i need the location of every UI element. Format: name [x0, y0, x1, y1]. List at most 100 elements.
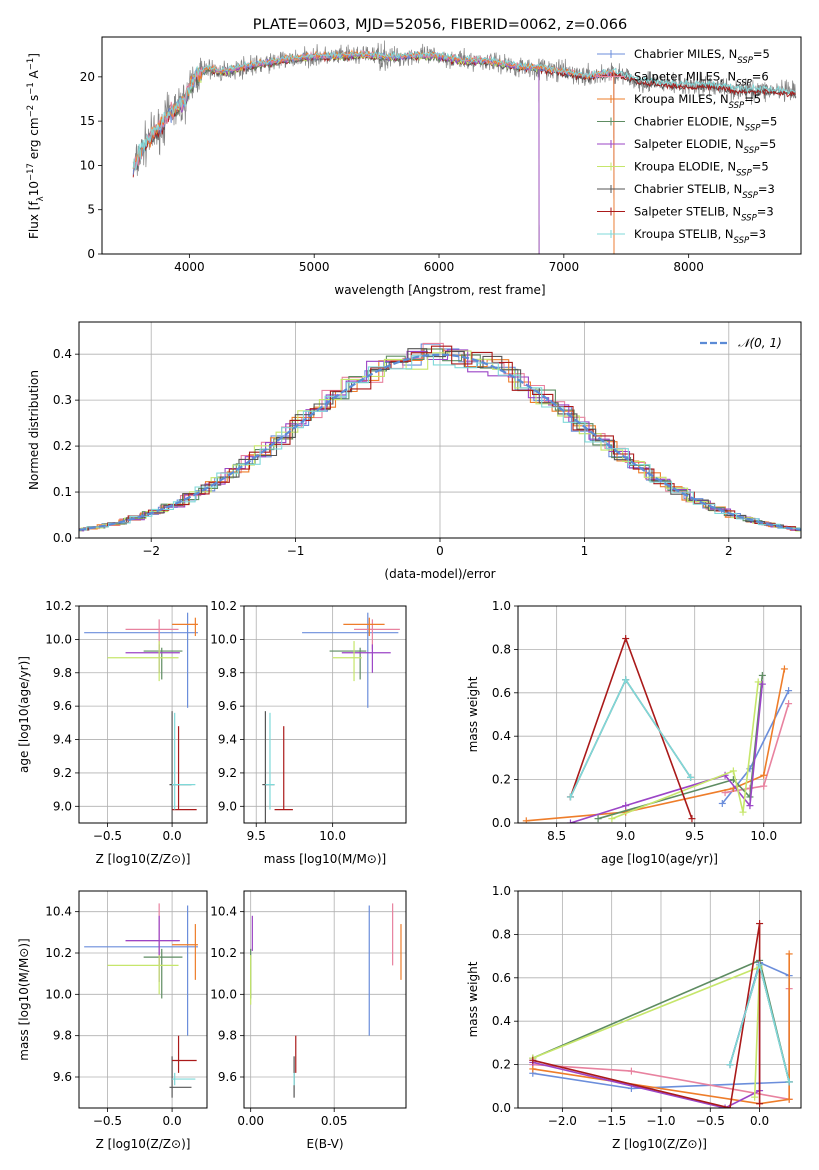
weight-marker-chabrier-elodie [594, 815, 602, 823]
legend-item-kroupa-elodie: Kroupa ELODIE, NSSP=5 [597, 160, 769, 179]
y-tick-label: 0.6 [492, 686, 511, 700]
errorbar-salpeter-miles [125, 903, 179, 966]
axis-frame [78, 605, 208, 824]
x-tick-label: 7000 [549, 260, 580, 274]
axis-frame [243, 605, 407, 824]
axes-residuals: −2 −1 0 1 2 0.0 0.1 0.2 0.3 0.4 (data-model)/error… [27, 321, 802, 581]
y-tick-label: 10.2 [210, 599, 237, 613]
y-tick-label: 9.6 [218, 699, 237, 713]
y-tick-label: 9.6 [53, 699, 72, 713]
weight-marker-salpeter-miles [785, 700, 793, 708]
y-tick-label: 15 [80, 114, 95, 128]
legend-label: Kroupa MILES, NSSP=5 [634, 92, 761, 111]
y-tick-label: 9.6 [218, 1070, 237, 1084]
y-tick-label: 10.0 [45, 987, 72, 1001]
weight-marker-kroupa-stelib [687, 773, 695, 781]
weight-marker-chabrier-miles [785, 687, 793, 695]
y-tick-label: 0.0 [492, 1101, 511, 1115]
figure-title: PLATE=0603, MJD=52056, FIBERID=0062, z=0… [253, 17, 627, 33]
x-tick-label: 0 [436, 544, 444, 558]
y-tick-label: 10.2 [210, 946, 237, 960]
x-axis-label: Z [log10(Z/Z⊙)] [96, 852, 191, 866]
legend-item-salpeter-stelib: Salpeter STELIB, NSSP=3 [597, 205, 774, 224]
x-tick-label: 9.0 [616, 829, 635, 843]
x-tick-label: 1 [581, 544, 589, 558]
y-tick-label: 0.8 [492, 642, 511, 656]
weight-marker-kroupa-elodie [739, 808, 747, 816]
y-tick-label: 9.2 [53, 766, 72, 780]
weight-line-chabrier-elodie [597, 675, 764, 820]
y-tick-label: 9.0 [53, 799, 72, 813]
errorbar-chabrier-elodie [143, 948, 183, 999]
weight-marker-kroupa-miles [785, 950, 793, 958]
weight-marker-kroupa-elodie [729, 767, 737, 775]
errorbar-kroupa-miles [172, 924, 198, 980]
legend-item-salpeter-miles: Salpeter MILES, NSSP=6 [597, 70, 769, 89]
x-tick-label: 0.0 [163, 829, 182, 843]
x-axis-label: E(B-V) [306, 1137, 343, 1151]
x-tick-label: 9.5 [247, 829, 266, 843]
errorbar-kroupa-stelib [172, 712, 196, 810]
y-tick-label: 5 [87, 203, 95, 217]
gaussian-curve [79, 353, 801, 531]
axes-weight-vs-age: 8.5 9.0 9.5 10.0 0.0 0.2 0.4 0.6 0.8 1.0 age [log1… [466, 599, 802, 866]
axes-weight-vs-Z: −2.0 −1.5 −1.0 −0.5 0.0 0.0 0.2 0.4 0.6 0.8 1.0 Z [… [466, 884, 802, 1151]
y-tick-label: 10 [80, 158, 95, 172]
axes-mass-vs-Z: −0.5 0.0 9.6 9.8 10.0 10.2 10.4 Z [log10(Z/Z⊙)]… [17, 890, 208, 1151]
y-axis-label: mass weight [466, 961, 480, 1037]
weight-line-kroupa-elodie [532, 965, 761, 1098]
errorbar-kroupa-elodie [107, 641, 179, 682]
y-tick-label: 1.0 [492, 884, 511, 898]
legend-label: Salpeter MILES, NSSP=6 [634, 70, 769, 89]
x-tick-label: 5000 [299, 260, 330, 274]
legend-label: Salpeter ELODIE, NSSP=5 [634, 137, 776, 156]
weight-marker-salpeter-miles [627, 1067, 635, 1075]
weight-marker-salpeter-elodie [622, 802, 630, 810]
y-tick-label: 0.0 [492, 816, 511, 830]
errorbar-kroupa-miles [172, 617, 198, 637]
y-tick-label: 0.2 [492, 773, 511, 787]
weight-marker-salpeter-elodie [758, 680, 766, 688]
axis-frame [517, 605, 802, 824]
y-tick-label: 9.8 [218, 666, 237, 680]
errorbar-salpeter-stelib [172, 726, 197, 811]
x-tick-label: −1.5 [597, 1114, 626, 1128]
y-tick-label: 0.4 [53, 347, 72, 361]
x-axis-label: Z [log10(Z/Z⊙)] [612, 1137, 707, 1151]
errorbar-kroupa-stelib [265, 712, 275, 810]
weight-marker-kroupa-stelib [756, 961, 764, 969]
weight-marker-chabrier-miles [718, 799, 726, 807]
axes-age-vs-Z: −0.5 0.0 9.0 9.2 9.4 9.6 9.8 10.0 10.2 Z [log10(Z… [17, 599, 208, 866]
y-tick-label: 20 [80, 70, 95, 84]
errorbar-salpeter-stelib [274, 726, 293, 811]
weight-line-kroupa-miles [526, 668, 786, 822]
x-axis-label: mass [log10(M/M⊙)] [264, 852, 386, 866]
y-tick-label: 0.2 [53, 439, 72, 453]
y-tick-label: 0.3 [53, 393, 72, 407]
y-axis-label: Normed distribution [27, 370, 41, 490]
weight-line-salpeter-stelib [532, 923, 761, 1108]
weight-marker-salpeter-stelib [756, 1100, 764, 1108]
y-tick-label: 0.6 [492, 971, 511, 985]
plot-area-residuals [79, 342, 801, 532]
x-tick-label: −1.0 [646, 1114, 675, 1128]
errorbar-kroupa-miles [343, 617, 385, 637]
weight-line-kroupa-elodie [611, 681, 759, 820]
y-tick-label: 10.4 [210, 905, 237, 919]
x-tick-label: −0.5 [696, 1114, 725, 1128]
y-axis-label: Flux [fλ10−17 erg cm−2 s−1 A−1] [26, 53, 46, 239]
plot-area-age-vs-Z [84, 612, 198, 823]
axis-frame [517, 890, 802, 1109]
plot-area-weight-vs-Z [529, 920, 793, 1108]
y-tick-label: 10.0 [210, 987, 237, 1001]
y-axis-label: age [log10(age/yr)] [17, 656, 31, 773]
axis-frame [78, 890, 208, 1109]
x-tick-label: −0.5 [93, 1114, 122, 1128]
y-tick-label: 0.8 [492, 927, 511, 941]
plot-area-mass-vs-EBV [250, 903, 402, 1098]
x-tick-label: 6000 [424, 260, 455, 274]
y-tick-label: 10.4 [45, 905, 72, 919]
errorbar-salpeter-miles [125, 619, 179, 650]
x-tick-label: −2 [142, 544, 160, 558]
